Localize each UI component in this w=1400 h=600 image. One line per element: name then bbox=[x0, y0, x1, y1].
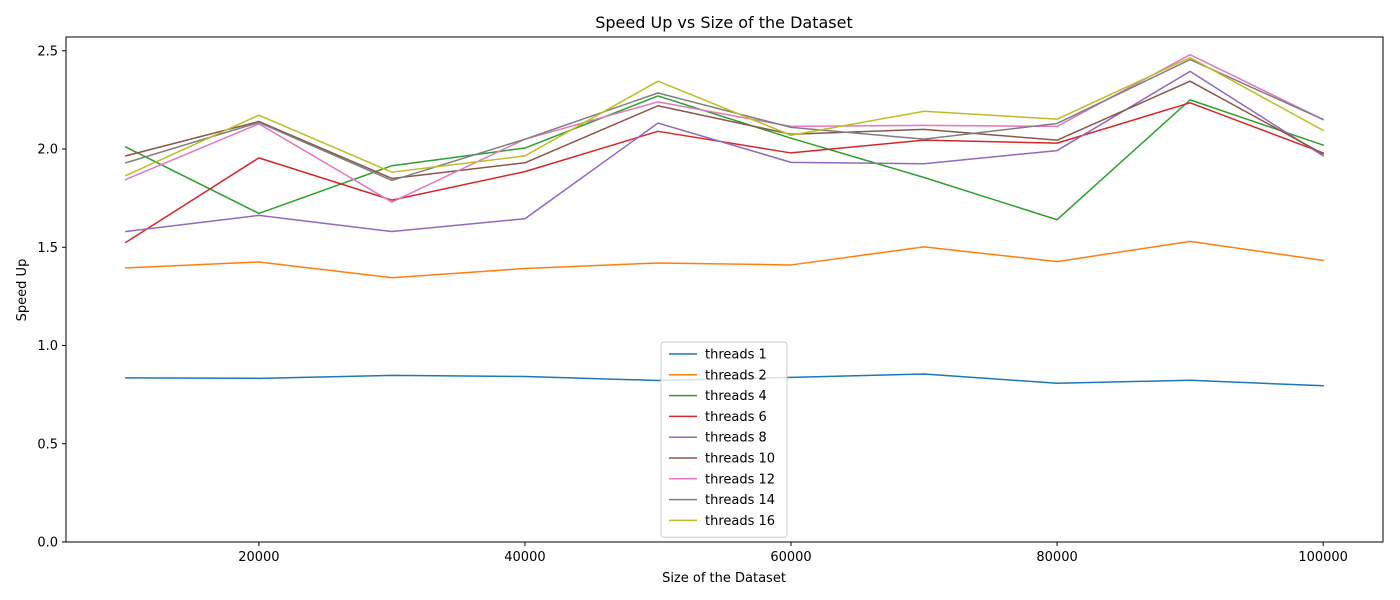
series-line-threads-12 bbox=[124, 53, 1325, 203]
y-tick-label: 2.0 bbox=[37, 143, 58, 158]
chart-title: Speed Up vs Size of the Dataset bbox=[595, 13, 853, 32]
legend-entry-label: threads 8 bbox=[705, 431, 767, 446]
series-line-threads-2 bbox=[125, 240, 1324, 279]
y-tick-label: 0.0 bbox=[37, 536, 58, 551]
x-tick-label: 60000 bbox=[770, 550, 811, 565]
x-axis-label: Size of the Dataset bbox=[662, 571, 786, 586]
legend: threads 1 threads 2 threads 4 threads 6 thre… bbox=[660, 341, 788, 538]
legend-entry-label: threads 10 bbox=[705, 452, 775, 467]
series-line-threads-16 bbox=[124, 56, 1325, 177]
legend-entry-label: threads 4 bbox=[705, 389, 767, 404]
x-tick-label: 100000 bbox=[1298, 550, 1348, 565]
legend-entry-label: threads 14 bbox=[705, 493, 775, 508]
y-tick-label: 2.5 bbox=[37, 44, 58, 59]
plot-area: 20000 40000 60000 80000 100000 0.0 0.5 1.0 1.5 2.… bbox=[37, 36, 1384, 565]
y-tick-label: 0.5 bbox=[37, 437, 58, 452]
y-tick-label: 1.0 bbox=[37, 339, 58, 354]
plot-frame bbox=[65, 36, 1384, 543]
legend-entry-label: threads 16 bbox=[705, 514, 775, 529]
legend-entry-label: threads 6 bbox=[705, 410, 767, 425]
legend-entry-label: threads 12 bbox=[705, 472, 775, 487]
legend-entry-label: threads 1 bbox=[705, 348, 767, 363]
series-line-threads-4 bbox=[124, 95, 1325, 221]
y-axis-label: Speed Up bbox=[15, 259, 30, 322]
x-tick-label: 40000 bbox=[504, 550, 545, 565]
series-line-threads-14 bbox=[124, 58, 1325, 182]
legend-box bbox=[660, 341, 788, 538]
legend-entry-label: threads 2 bbox=[705, 368, 767, 383]
x-tick-label: 20000 bbox=[238, 550, 279, 565]
y-tick-label: 1.5 bbox=[37, 241, 58, 256]
x-tick-label: 80000 bbox=[1036, 550, 1077, 565]
series-line-threads-10 bbox=[124, 80, 1325, 180]
